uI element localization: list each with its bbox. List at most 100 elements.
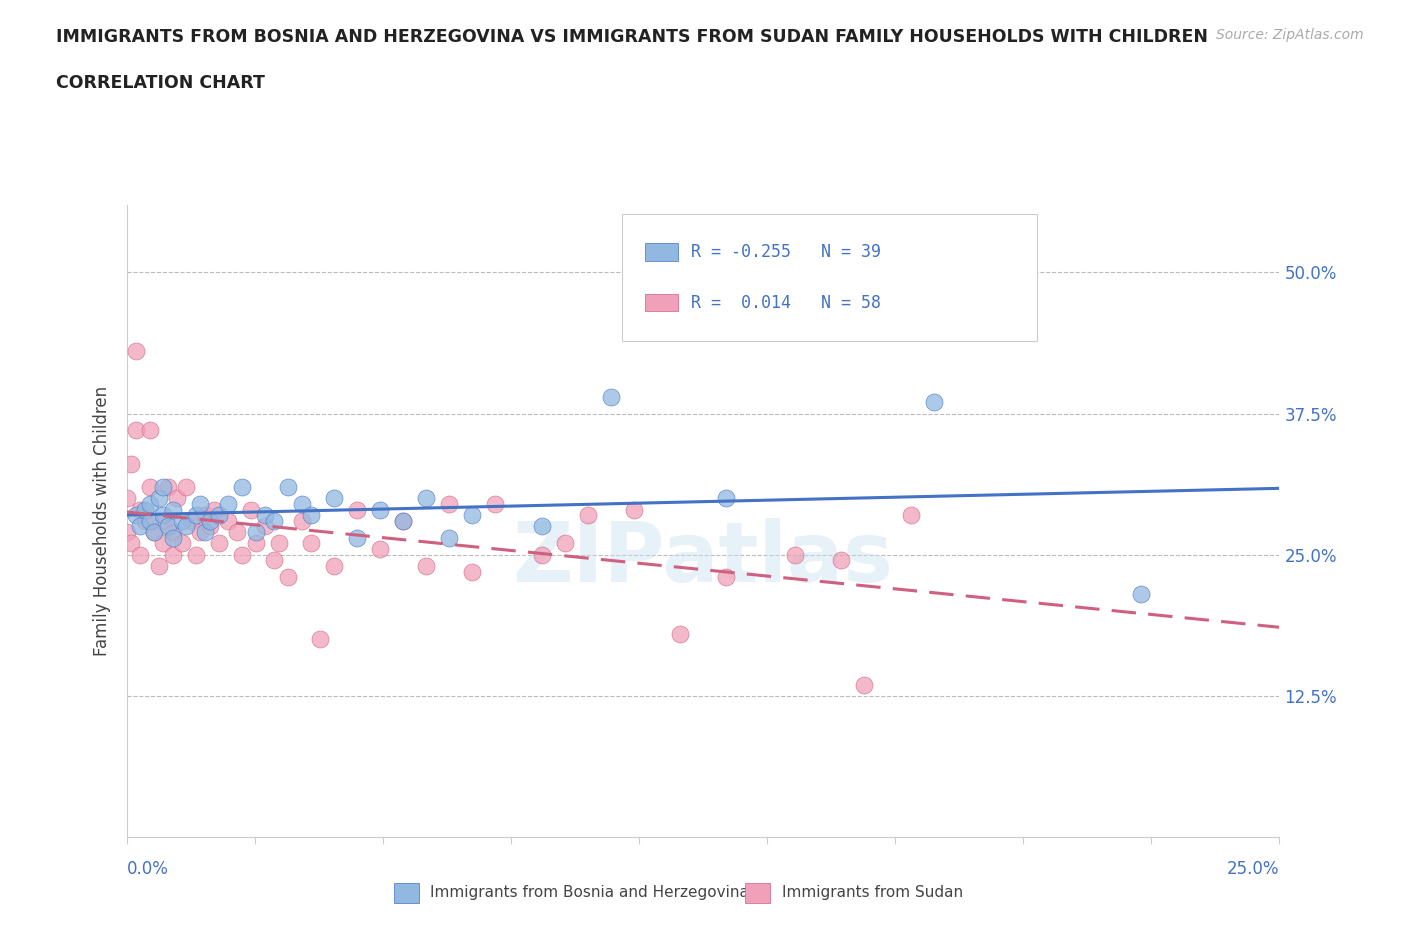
- Point: [346, 530, 368, 545]
- Point: [162, 530, 184, 545]
- Point: [530, 547, 553, 562]
- Point: [115, 525, 138, 539]
- Point: [152, 536, 174, 551]
- Point: [194, 525, 217, 539]
- Point: [188, 497, 211, 512]
- Point: [148, 559, 170, 574]
- Point: [152, 508, 174, 523]
- Text: 25.0%: 25.0%: [1227, 860, 1279, 878]
- Point: [714, 570, 737, 585]
- Point: [217, 497, 239, 512]
- Point: [120, 457, 142, 472]
- Point: [226, 525, 249, 539]
- Point: [623, 502, 645, 517]
- Point: [245, 536, 267, 551]
- Point: [152, 480, 174, 495]
- Point: [346, 502, 368, 517]
- Point: [669, 626, 692, 641]
- Point: [194, 508, 217, 523]
- Point: [184, 547, 207, 562]
- Point: [134, 502, 156, 517]
- Text: Immigrants from Sudan: Immigrants from Sudan: [782, 885, 963, 900]
- Point: [484, 497, 506, 512]
- Point: [125, 423, 148, 438]
- Text: CORRELATION CHART: CORRELATION CHART: [56, 74, 266, 92]
- Point: [245, 525, 267, 539]
- Point: [277, 570, 299, 585]
- Point: [323, 559, 346, 574]
- Point: [188, 525, 211, 539]
- Point: [115, 491, 138, 506]
- Point: [148, 491, 170, 506]
- Point: [170, 513, 193, 528]
- Point: [176, 519, 198, 534]
- Point: [125, 344, 148, 359]
- Point: [180, 513, 202, 528]
- Point: [208, 508, 231, 523]
- Point: [138, 423, 160, 438]
- Text: ZIPatlas: ZIPatlas: [513, 518, 893, 599]
- Point: [198, 519, 221, 534]
- Point: [134, 513, 156, 528]
- Point: [240, 502, 263, 517]
- Point: [138, 513, 160, 528]
- Point: [162, 547, 184, 562]
- Point: [415, 559, 437, 574]
- Point: [166, 491, 188, 506]
- Point: [263, 513, 285, 528]
- FancyBboxPatch shape: [623, 214, 1038, 340]
- FancyBboxPatch shape: [645, 243, 678, 261]
- Point: [439, 530, 461, 545]
- Point: [129, 502, 152, 517]
- Point: [170, 536, 193, 551]
- Point: [217, 513, 239, 528]
- Point: [184, 508, 207, 523]
- Point: [415, 491, 437, 506]
- Point: [291, 513, 314, 528]
- Text: 0.0%: 0.0%: [127, 860, 169, 878]
- Point: [162, 502, 184, 517]
- Point: [1130, 587, 1153, 602]
- Point: [143, 525, 166, 539]
- Point: [576, 508, 599, 523]
- Point: [461, 565, 484, 579]
- Text: R = -0.255   N = 39: R = -0.255 N = 39: [692, 243, 882, 261]
- Point: [830, 553, 852, 568]
- Point: [853, 677, 876, 692]
- Point: [129, 519, 152, 534]
- FancyBboxPatch shape: [645, 294, 678, 312]
- Point: [439, 497, 461, 512]
- Point: [157, 480, 180, 495]
- Point: [299, 508, 322, 523]
- Point: [198, 513, 221, 528]
- Point: [176, 480, 198, 495]
- Point: [202, 502, 225, 517]
- Point: [129, 547, 152, 562]
- Point: [392, 513, 415, 528]
- Point: [299, 536, 322, 551]
- Point: [120, 536, 142, 551]
- Point: [392, 513, 415, 528]
- Point: [900, 508, 922, 523]
- Point: [152, 513, 174, 528]
- Point: [554, 536, 576, 551]
- Point: [785, 547, 807, 562]
- Point: [253, 519, 276, 534]
- Point: [368, 541, 391, 556]
- Point: [291, 497, 314, 512]
- Point: [231, 547, 253, 562]
- Point: [263, 553, 285, 568]
- Point: [323, 491, 346, 506]
- Text: Immigrants from Bosnia and Herzegovina: Immigrants from Bosnia and Herzegovina: [430, 885, 749, 900]
- Point: [599, 389, 621, 404]
- Point: [231, 480, 253, 495]
- Point: [125, 508, 148, 523]
- Y-axis label: Family Households with Children: Family Households with Children: [93, 386, 111, 656]
- Text: Source: ZipAtlas.com: Source: ZipAtlas.com: [1216, 28, 1364, 42]
- Point: [267, 536, 290, 551]
- Point: [461, 508, 484, 523]
- Point: [922, 395, 945, 410]
- Point: [208, 536, 231, 551]
- Point: [138, 480, 160, 495]
- Point: [138, 497, 160, 512]
